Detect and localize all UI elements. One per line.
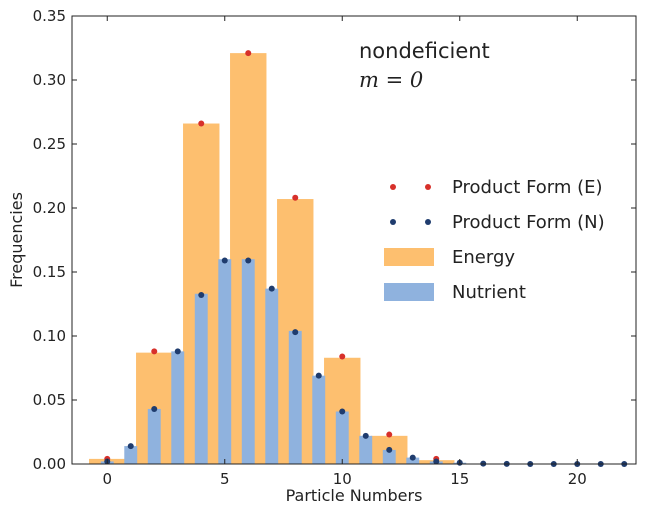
product-form-n-point	[292, 329, 299, 336]
legend-marker-patch	[384, 248, 434, 266]
x-axis-label: Particle Numbers	[286, 486, 423, 505]
x-tick-label: 20	[568, 470, 587, 488]
nutrient-bar	[171, 351, 185, 464]
y-tick-label: 0.10	[33, 327, 66, 345]
legend-marker-dot	[425, 184, 431, 190]
product-form-n-point	[151, 405, 158, 412]
y-tick-label: 0.00	[33, 455, 66, 473]
product-form-n-point	[221, 257, 228, 264]
product-form-e-point	[245, 50, 252, 57]
legend-label: Nutrient	[452, 282, 526, 303]
product-form-n-point	[198, 292, 205, 299]
legend: Product Form (E) Product Form (N) Energy Nu…	[384, 177, 605, 303]
product-form-e-point	[292, 194, 299, 201]
legend-label: Product Form (N)	[452, 212, 605, 233]
nutrient-bar	[335, 411, 349, 464]
x-tick-label: 0	[102, 470, 112, 488]
legend-marker-patch	[384, 283, 434, 301]
legend-label: Energy	[452, 247, 515, 268]
y-tick-label: 0.35	[33, 7, 66, 25]
nutrient-bars	[100, 259, 467, 464]
nutrient-bar	[312, 375, 326, 464]
nutrient-bar	[265, 288, 279, 464]
y-tick-label: 0.30	[33, 71, 66, 89]
product-form-n-point	[409, 454, 416, 461]
product-form-n-point	[386, 446, 393, 453]
nutrient-bar	[359, 435, 373, 464]
product-form-e-point	[386, 431, 393, 438]
nutrient-bar	[288, 330, 302, 464]
nutrient-bar	[382, 449, 396, 464]
product-form-n-point	[362, 432, 369, 439]
product-form-e-point	[339, 353, 346, 360]
y-axis-ticks: 0.00 0.05 0.10 0.15 0.20 0.25 0.30 0.35	[33, 7, 636, 473]
product-form-n-point	[174, 348, 181, 355]
product-form-e-point	[151, 348, 158, 355]
legend-label: Product Form (E)	[452, 177, 603, 198]
y-tick-label: 0.20	[33, 199, 66, 217]
legend-marker-dot	[390, 184, 396, 190]
product-form-e-point	[198, 120, 205, 127]
x-tick-label: 10	[333, 470, 352, 488]
nutrient-bar	[218, 259, 232, 464]
nutrient-bar	[406, 457, 420, 464]
annotation-subtitle: m = 0	[359, 68, 423, 92]
y-tick-label: 0.15	[33, 263, 66, 281]
nutrient-bar	[241, 259, 255, 464]
legend-marker-dot	[390, 219, 396, 225]
y-tick-label: 0.25	[33, 135, 66, 153]
legend-marker-dot	[425, 219, 431, 225]
product-form-n-point	[245, 257, 252, 264]
x-axis-ticks: 0 5 10 15 20	[102, 16, 587, 488]
x-tick-label: 5	[220, 470, 230, 488]
product-form-n-point	[268, 285, 275, 292]
product-form-n-point	[127, 443, 134, 450]
nutrient-bar	[124, 446, 138, 464]
y-axis-label: Frequencies	[7, 192, 26, 288]
product-form-n-point	[339, 408, 346, 415]
product-form-n-point	[315, 372, 322, 379]
annotation-title: nondeficient	[359, 39, 490, 63]
plot-frame	[71, 15, 637, 465]
product-form-n-point	[433, 458, 440, 465]
y-tick-label: 0.05	[33, 391, 66, 409]
x-tick-label: 15	[450, 470, 469, 488]
nutrient-bar	[194, 293, 208, 464]
nutrient-bar	[147, 408, 161, 464]
